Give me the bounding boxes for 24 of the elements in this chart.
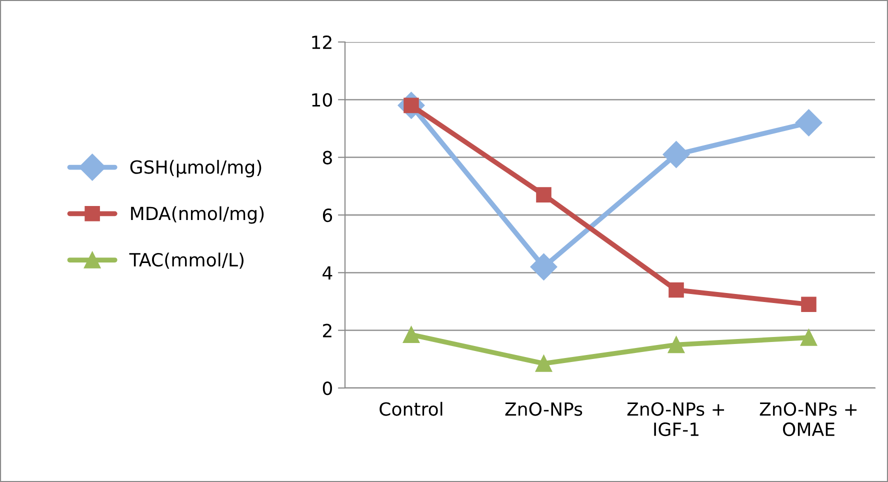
point <box>800 329 818 346</box>
point <box>530 253 558 280</box>
y-tick-label: 2 <box>323 324 332 338</box>
point <box>536 187 552 202</box>
point <box>801 296 816 312</box>
x-tick-label: ZnO-NPs <box>505 402 582 416</box>
y-tick-label: 10 <box>312 93 332 107</box>
point <box>795 109 822 136</box>
x-tick-label: Control <box>380 402 442 416</box>
x-tick-label: ZnO-NPs + IGF-1 <box>627 402 724 436</box>
legend-label: MDA(nmol/mg) <box>131 206 264 224</box>
y-tick-label: 8 <box>322 150 332 164</box>
point <box>668 282 684 298</box>
y-tick-label: 0 <box>322 381 332 396</box>
legend-label: TAC(mmol/L) <box>129 252 244 269</box>
point <box>535 355 552 372</box>
y-tick-label: 4 <box>322 266 332 280</box>
point <box>402 326 420 343</box>
y-tick-label: 6 <box>322 208 332 222</box>
legend-label: GSH(µmol/mg) <box>130 160 262 178</box>
x-tick-label: ZnO-NPs + OMAE <box>760 402 857 436</box>
point <box>668 336 685 354</box>
point <box>662 140 690 168</box>
y-tick-label: 12 <box>312 35 332 49</box>
